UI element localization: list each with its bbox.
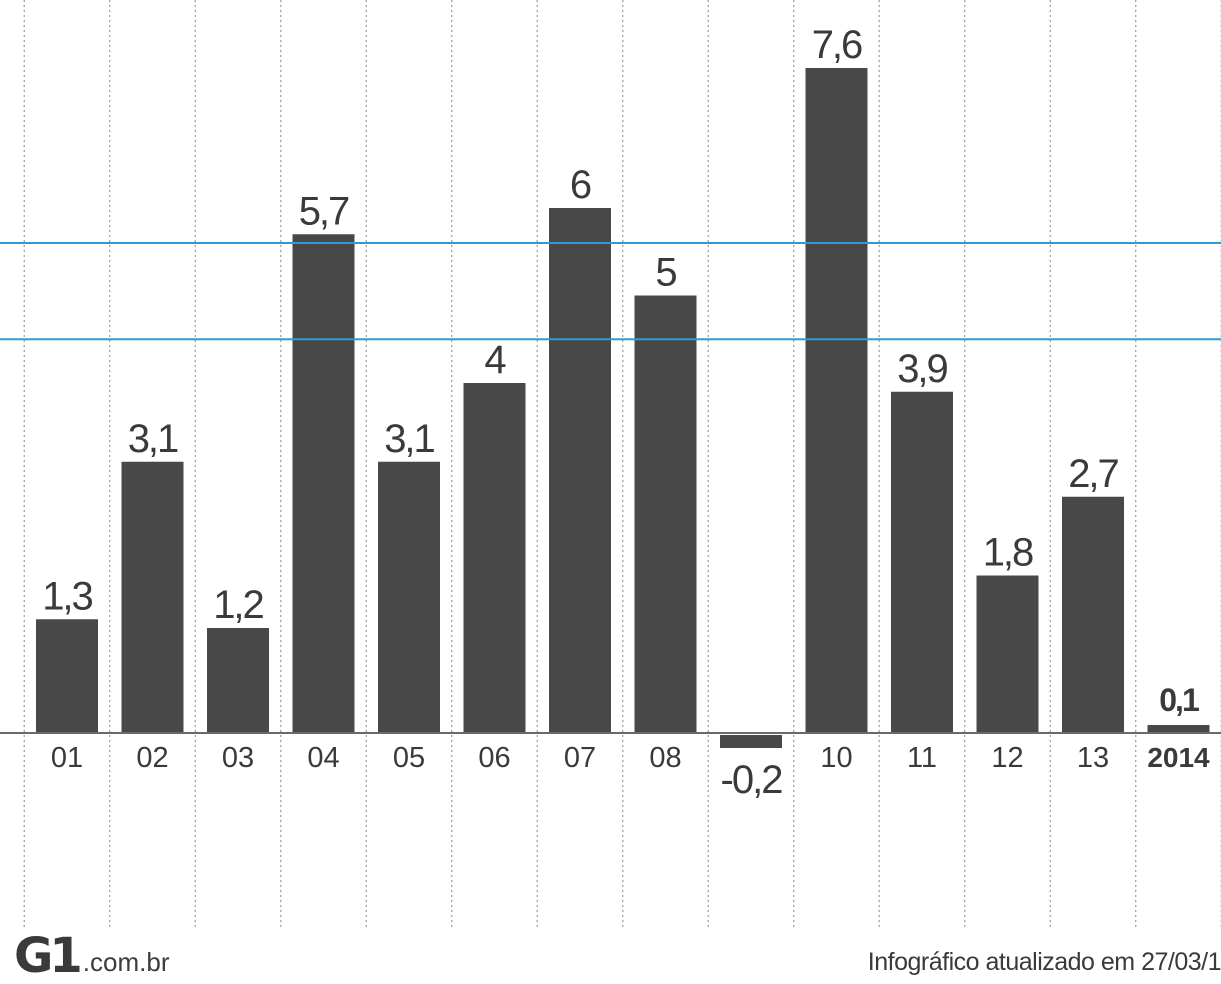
bar-2014 [1147,725,1210,733]
bar-09 [720,735,782,748]
brand-domain: .com.br [82,947,170,977]
tick-label-12: 12 [991,742,1023,774]
bar-02 [121,461,184,733]
tick-label-13: 13 [1077,742,1109,774]
bar-13 [1062,496,1124,733]
value-label-07: 6 [570,163,591,207]
value-label-05: 3,1 [384,417,434,461]
value-label-02: 3,1 [128,417,178,461]
bar-11 [891,391,953,733]
tick-label-04: 04 [307,742,339,774]
brand-logo: G1 .com.br [14,932,169,980]
tick-label-03: 03 [222,742,254,774]
tick-label-10: 10 [820,742,852,774]
value-label-01: 1,3 [42,574,92,618]
bar-12 [976,575,1039,733]
value-label-09: -0,2 [721,758,783,802]
tick-label-05: 05 [393,742,425,774]
value-label-2014: 0,1 [1159,682,1199,718]
tick-label-01: 01 [51,742,83,774]
bar-chart: 1,3 3,1 1,2 5,7 3,1 4 6 5 -0,2 7,6 3,9 1,8 2,7 0,1 01 0… [0,0,1221,930]
tick-label-11: 11 [907,742,937,774]
value-label-11: 3,9 [897,347,947,391]
tick-label-08: 08 [649,742,681,774]
value-label-13: 2,7 [1068,452,1118,496]
bar-03 [207,628,269,733]
bar-04 [292,234,355,733]
g1-logo-mark: G1 [14,928,83,984]
tick-label-02: 02 [136,742,168,774]
bar-06 [463,383,526,733]
bar-07 [549,208,611,733]
tick-label-07: 07 [564,742,596,774]
bar-10 [805,68,868,733]
value-label-04: 5,7 [299,189,349,233]
bar-08 [634,295,697,733]
value-label-12: 1,8 [983,531,1033,575]
value-label-10: 7,6 [812,23,862,67]
value-label-08: 5 [655,251,676,295]
bar-05 [378,461,440,733]
update-note: Infográfico atualizado em 27/03/1 [867,948,1221,976]
tick-label-06: 06 [478,742,510,774]
bar-01 [36,619,98,733]
value-label-03: 1,2 [213,583,263,627]
value-label-06: 4 [484,338,506,382]
tick-label-2014: 2014 [1147,742,1210,773]
